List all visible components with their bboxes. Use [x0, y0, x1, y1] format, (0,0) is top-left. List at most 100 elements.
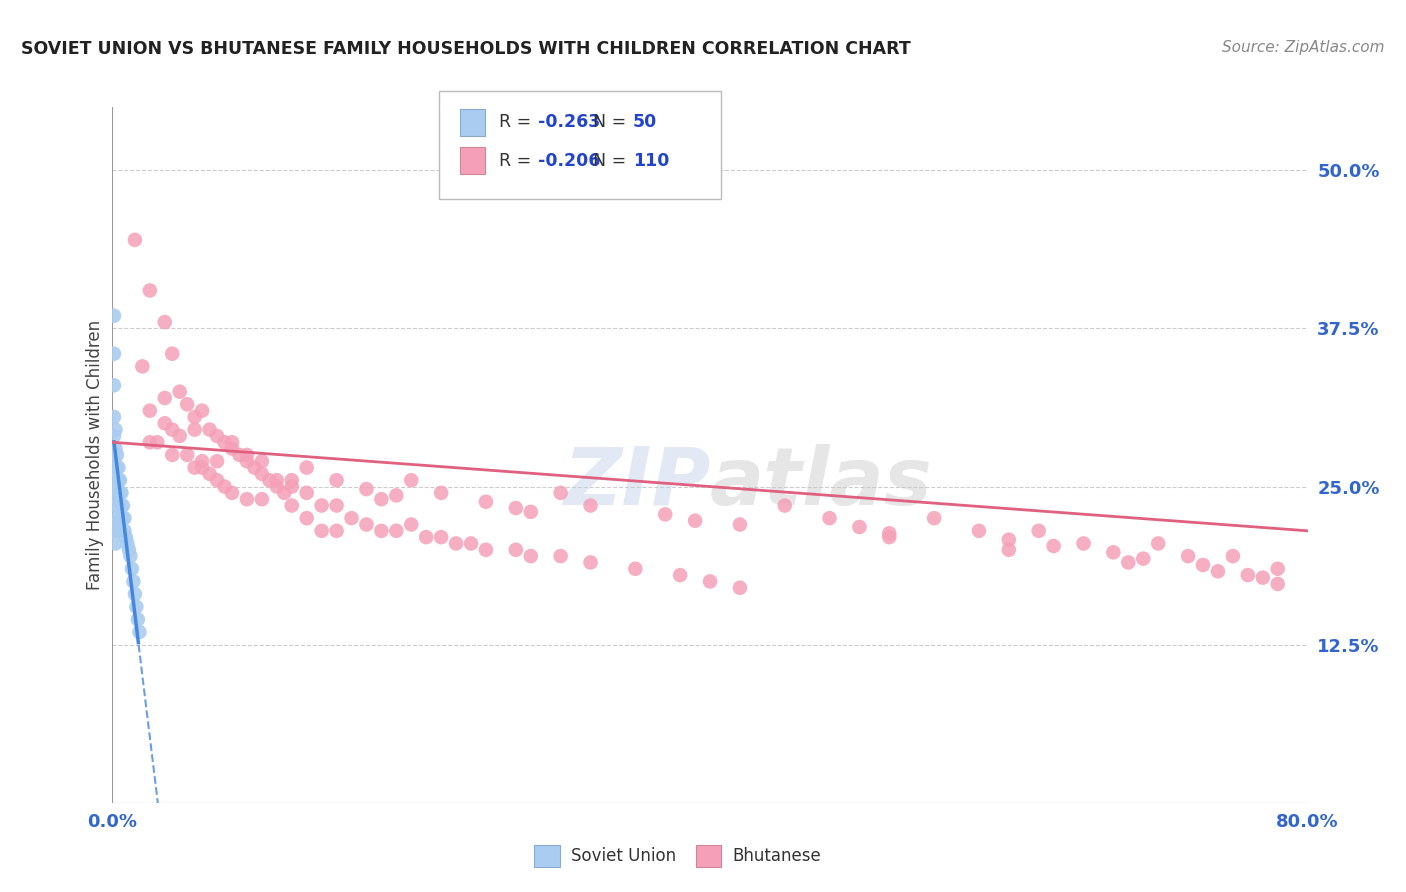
Point	[176, 448, 198, 462]
Point	[250, 467, 273, 481]
Text: R =: R =	[499, 113, 537, 131]
Point	[385, 524, 408, 538]
Point	[198, 423, 221, 437]
Point	[401, 473, 423, 487]
Point	[105, 511, 128, 525]
Point	[169, 429, 191, 443]
Point	[214, 479, 236, 493]
Point	[624, 562, 647, 576]
Point	[128, 625, 150, 640]
Point	[105, 486, 128, 500]
Point	[221, 435, 243, 450]
Point	[1073, 536, 1095, 550]
Point	[236, 492, 259, 507]
Point	[139, 435, 162, 450]
Point	[773, 499, 796, 513]
Point	[250, 492, 273, 507]
Point	[1237, 568, 1260, 582]
Point	[139, 403, 162, 417]
Point	[183, 409, 205, 424]
Point	[669, 568, 692, 582]
Point	[103, 454, 125, 468]
Text: Soviet Union: Soviet Union	[571, 847, 676, 865]
Point	[104, 473, 127, 487]
Point	[311, 499, 333, 513]
Point	[520, 505, 543, 519]
Point	[998, 533, 1021, 547]
Point	[1251, 571, 1274, 585]
Point	[1102, 545, 1125, 559]
Point	[183, 460, 205, 475]
Point	[550, 549, 572, 563]
Point	[107, 486, 129, 500]
Point	[107, 517, 129, 532]
Point	[122, 574, 145, 589]
Point	[104, 486, 127, 500]
Point	[579, 556, 602, 570]
Point	[370, 524, 392, 538]
Y-axis label: Family Households with Children: Family Households with Children	[86, 320, 104, 590]
Point	[998, 542, 1021, 557]
Point	[221, 486, 243, 500]
Point	[103, 429, 125, 443]
Point	[118, 542, 141, 557]
Point	[176, 397, 198, 411]
Point	[105, 448, 128, 462]
Text: -0.206: -0.206	[538, 152, 600, 169]
Point	[236, 448, 259, 462]
Point	[205, 429, 228, 443]
Point	[103, 499, 125, 513]
Point	[654, 508, 676, 522]
Point	[818, 511, 841, 525]
Point	[356, 482, 378, 496]
Point	[104, 423, 127, 437]
Text: -0.263: -0.263	[538, 113, 600, 131]
Point	[1042, 539, 1064, 553]
Point	[105, 524, 128, 538]
Point	[520, 549, 543, 563]
Point	[108, 486, 131, 500]
Point	[460, 536, 482, 550]
Point	[967, 524, 990, 538]
Point	[236, 454, 259, 468]
Text: Source: ZipAtlas.com: Source: ZipAtlas.com	[1222, 40, 1385, 55]
Point	[505, 501, 527, 516]
Point	[266, 473, 288, 487]
Point	[221, 442, 243, 456]
Point	[430, 486, 453, 500]
Point	[444, 536, 467, 550]
Point	[1177, 549, 1199, 563]
Point	[1267, 562, 1289, 576]
Point	[505, 542, 527, 557]
Point	[110, 486, 132, 500]
Point	[311, 524, 333, 538]
Point	[125, 599, 148, 614]
Point	[1118, 556, 1140, 570]
Point	[848, 520, 870, 534]
Point	[169, 384, 191, 399]
Point	[111, 499, 134, 513]
Point	[1132, 551, 1154, 566]
Point	[103, 473, 125, 487]
Text: 50: 50	[633, 113, 657, 131]
Point	[121, 562, 143, 576]
Point	[475, 494, 498, 508]
Point	[1206, 564, 1229, 578]
Point	[243, 460, 266, 475]
Point	[139, 284, 162, 298]
Point	[124, 233, 146, 247]
Point	[259, 473, 281, 487]
Point	[103, 524, 125, 538]
Point	[162, 347, 183, 361]
Text: N =: N =	[593, 113, 633, 131]
Point	[110, 511, 132, 525]
Text: atlas: atlas	[710, 443, 932, 522]
Point	[162, 423, 183, 437]
Point	[104, 442, 127, 456]
Point	[103, 409, 125, 424]
Point	[108, 499, 131, 513]
Point	[879, 526, 901, 541]
Point	[922, 511, 945, 525]
Point	[114, 511, 135, 525]
Point	[191, 403, 214, 417]
